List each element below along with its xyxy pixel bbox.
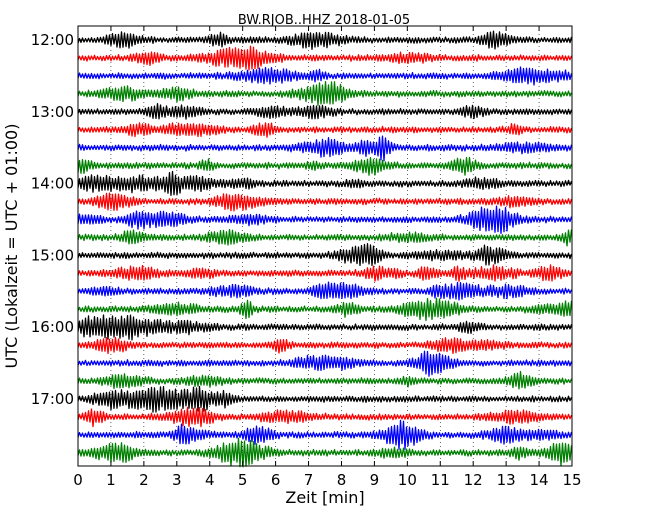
seismic-trace (77, 102, 573, 120)
seismic-trace (77, 314, 573, 341)
seismic-trace (77, 350, 573, 377)
seismic-trace (77, 170, 573, 196)
x-tick-label: 4 (205, 471, 215, 489)
x-axis-label: Zeit [min] (285, 488, 364, 507)
x-tick-label: 9 (370, 471, 380, 489)
seismic-trace (77, 81, 573, 106)
y-tick-label: 14:00 (31, 175, 74, 193)
seismic-trace (77, 264, 573, 282)
seismic-trace (77, 135, 573, 162)
tick-marks (77, 26, 573, 466)
seismic-trace (77, 385, 573, 413)
y-tick-label: 12:00 (31, 31, 74, 49)
plot-border (77, 25, 573, 467)
seismic-trace (77, 228, 573, 247)
x-tick-label: 2 (139, 471, 149, 489)
x-tick-label: 13 (497, 471, 516, 489)
y-tick-label: 16:00 (31, 318, 74, 336)
seismic-trace (77, 437, 573, 468)
seismic-trace (77, 30, 573, 50)
y-tick-labels: 12:00 13:00 14:00 15:00 16:00 17:00 (31, 31, 74, 408)
x-tick-label: 1 (106, 471, 116, 489)
x-tick-label: 11 (431, 471, 450, 489)
seismic-trace (77, 45, 573, 71)
seismic-trace (77, 243, 573, 267)
seismic-trace (77, 297, 573, 322)
seismic-trace (77, 192, 573, 212)
y-axis-label: UTC (Lokalzeit = UTC + 01:00) (2, 124, 21, 369)
x-tick-label: 10 (398, 471, 417, 489)
x-tick-label: 5 (238, 471, 248, 489)
x-tick-labels: 0 1 2 3 4 5 6 7 8 9 10 11 12 13 14 15 (73, 471, 581, 489)
x-tick-label: 8 (337, 471, 347, 489)
seismic-trace (77, 122, 573, 138)
seismic-trace (77, 205, 573, 235)
trace-layer (77, 30, 573, 468)
x-tick-label: 7 (304, 471, 314, 489)
y-tick-label: 15:00 (31, 246, 74, 264)
seismic-trace (77, 156, 573, 176)
x-tick-label: 12 (464, 471, 483, 489)
grid-lines (78, 26, 572, 466)
seismic-trace (77, 406, 573, 428)
seismic-trace (77, 419, 573, 450)
seismic-trace (77, 336, 573, 355)
plot-area (77, 25, 573, 468)
x-tick-label: 6 (271, 471, 281, 489)
y-tick-label: 13:00 (31, 103, 74, 121)
seismic-trace (77, 66, 573, 86)
seismic-trace (77, 281, 573, 301)
x-tick-label: 14 (530, 471, 549, 489)
x-tick-label: 0 (73, 471, 83, 489)
x-tick-label: 3 (172, 471, 182, 489)
x-tick-label: 15 (562, 471, 581, 489)
y-tick-label: 17:00 (31, 390, 74, 408)
seismic-trace (77, 370, 573, 390)
chart-title: BW.RJOB..HHZ 2018-01-05 (238, 13, 410, 28)
